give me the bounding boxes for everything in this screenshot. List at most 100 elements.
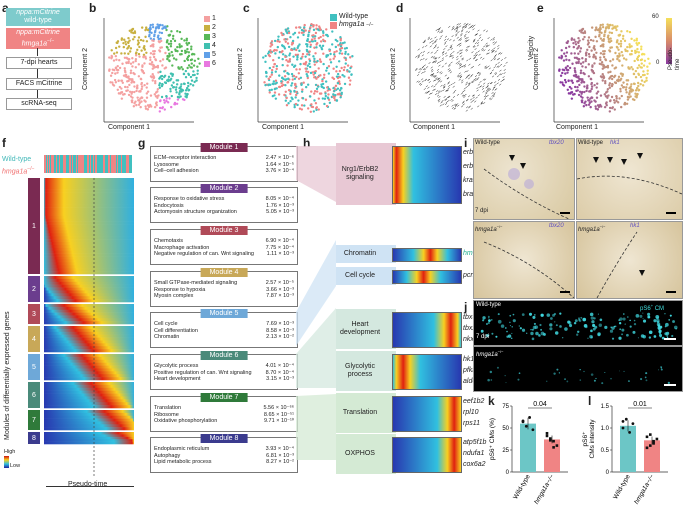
umap-point [169,72,173,75]
umap-point [179,95,182,98]
velocity-arrow [434,75,437,78]
umap-point [581,99,584,102]
umap-point [578,50,582,53]
velocity-arrow [430,51,433,54]
ps6-signal [568,323,573,328]
umap-point [585,89,588,93]
velocity-arrow [498,73,502,76]
ps6-signal [609,329,614,333]
velocity-arrow [458,25,462,28]
umap-point [119,91,123,94]
velocity-arrow [488,97,492,100]
umap-point [322,52,325,55]
genotype-cell [110,155,111,173]
umap-point [185,50,188,53]
umap-point [322,76,326,79]
wt-transgene: nppa:mCitrine [16,9,60,16]
c-ylabel: Component 2 [237,47,244,90]
umap-point [307,33,310,36]
go-term: Translation [154,405,182,411]
velocity-arrow [500,52,503,55]
ps6-signal [487,321,490,325]
umap-point [172,81,175,84]
ps6-signal [660,367,663,369]
umap-point [339,86,343,90]
genotype-cell [102,155,103,173]
umap-point [594,105,597,108]
genotype-cell [53,155,54,173]
velocity-arrow [440,35,443,38]
genotype-cell [64,155,65,173]
umap-point [576,47,579,50]
umap-point [274,97,278,100]
umap-point [196,72,199,75]
velocity-arrow [434,52,437,54]
umap-point [109,81,112,84]
velocity-arrow [435,38,438,41]
umap-point [640,45,643,48]
velocity-arrow [457,60,461,63]
velocity-arrow [433,57,436,59]
velocity-arrow [429,45,432,48]
umap-point [648,62,651,65]
genotype-cell [100,155,101,173]
velocity-arrow [430,38,433,40]
velocity-arrow [494,73,498,76]
umap-point [281,57,284,61]
velocity-arrow [441,51,445,54]
velocity-arrow [468,63,471,66]
velocity-arrow [459,64,462,66]
umap-point [640,66,643,69]
h-connectors [296,146,336,460]
velocity-arrow [483,29,486,32]
umap-point [319,28,322,31]
umap-point [264,70,268,74]
umap-point [634,75,638,79]
umap-point [329,61,333,64]
umap-point [181,68,185,71]
umap-point [566,71,569,74]
umap-point [116,68,120,72]
umap-point [121,81,124,84]
module-bar-8: 8 [28,432,40,444]
velocity-arrow [489,72,493,75]
velocity-arrow [442,103,445,106]
umap-point [273,62,276,66]
genotype-cell [107,155,108,173]
velocity-arrow [417,55,421,58]
ps6-signal [534,314,536,316]
velocity-arrow [480,102,483,105]
velocity-arrow [427,86,430,89]
umap-point [151,73,154,76]
umap-point [161,58,165,61]
umap-point [193,53,196,56]
ps6-signal [580,316,583,319]
umap-point [165,41,169,44]
velocity-arrow [467,74,470,77]
umap-point [583,30,587,33]
velocity-arrow [484,65,487,68]
umap-point [315,106,319,109]
umap-point [558,68,561,71]
genotype-cell [48,155,49,173]
umap-point [145,40,149,43]
umap-point [630,37,633,41]
umap-point [575,61,578,65]
umap-point [610,77,614,81]
umap-point [610,46,614,49]
umap-point [589,77,593,81]
heatmap-row [44,299,134,303]
velocity-arrow [444,98,447,101]
umap-point [341,73,344,77]
ps6-signal [486,323,488,325]
umap-point [197,57,200,60]
umap-point [635,39,638,42]
velocity-arrow [473,54,476,57]
ps6-signal [657,369,660,371]
f-legend-mut: hmga1a [2,168,28,176]
umap-point [620,30,623,33]
umap-point [614,51,617,55]
umap-point [186,87,189,90]
umap-point [566,88,570,91]
go-term-row: Lipid metabolic process 8.27 × 10⁻² [151,459,297,466]
